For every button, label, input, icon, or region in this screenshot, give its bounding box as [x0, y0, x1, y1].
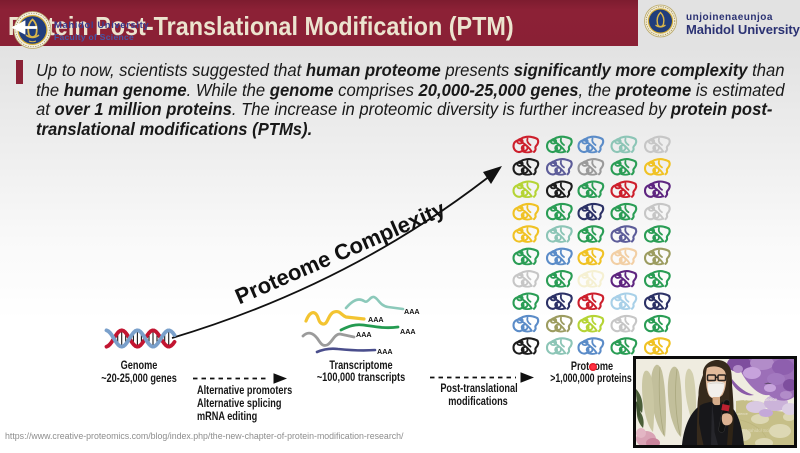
svg-text:AAA: AAA: [368, 315, 384, 324]
svg-text:Mahidol Science: Mahidol Science: [744, 397, 778, 402]
svg-text:AAA: AAA: [377, 347, 393, 356]
svg-text:AAA: AAA: [404, 307, 420, 316]
svg-text:AAA: AAA: [356, 330, 372, 339]
svg-text:AAA: AAA: [400, 327, 416, 336]
svg-text:science: science: [736, 412, 748, 416]
svg-text:Proteome Complexity: Proteome Complexity: [231, 196, 449, 309]
svg-text:Mahidol Science: Mahidol Science: [746, 428, 780, 433]
